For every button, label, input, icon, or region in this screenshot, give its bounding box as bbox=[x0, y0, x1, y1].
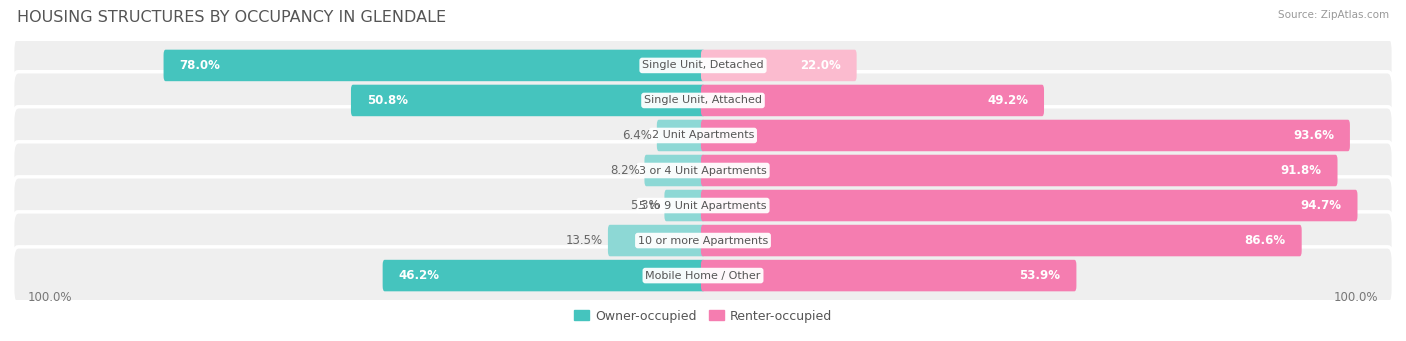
Text: 10 or more Apartments: 10 or more Apartments bbox=[638, 236, 768, 246]
Text: 100.0%: 100.0% bbox=[28, 291, 72, 304]
FancyBboxPatch shape bbox=[702, 155, 1337, 186]
FancyBboxPatch shape bbox=[13, 177, 1393, 234]
Legend: Owner-occupied, Renter-occupied: Owner-occupied, Renter-occupied bbox=[568, 305, 838, 327]
Text: 100.0%: 100.0% bbox=[1334, 291, 1378, 304]
FancyBboxPatch shape bbox=[13, 72, 1393, 129]
FancyBboxPatch shape bbox=[702, 260, 1077, 291]
FancyBboxPatch shape bbox=[702, 225, 1302, 256]
Text: 91.8%: 91.8% bbox=[1281, 164, 1322, 177]
FancyBboxPatch shape bbox=[702, 120, 1350, 151]
FancyBboxPatch shape bbox=[657, 120, 704, 151]
FancyBboxPatch shape bbox=[702, 190, 1358, 221]
Text: Single Unit, Detached: Single Unit, Detached bbox=[643, 60, 763, 71]
FancyBboxPatch shape bbox=[702, 85, 1045, 116]
Text: 49.2%: 49.2% bbox=[987, 94, 1028, 107]
FancyBboxPatch shape bbox=[644, 155, 704, 186]
Text: 5.3%: 5.3% bbox=[630, 199, 659, 212]
FancyBboxPatch shape bbox=[13, 37, 1393, 94]
Text: 93.6%: 93.6% bbox=[1294, 129, 1334, 142]
Text: 46.2%: 46.2% bbox=[398, 269, 440, 282]
FancyBboxPatch shape bbox=[665, 190, 704, 221]
FancyBboxPatch shape bbox=[13, 212, 1393, 269]
FancyBboxPatch shape bbox=[13, 142, 1393, 199]
FancyBboxPatch shape bbox=[13, 247, 1393, 304]
Text: 78.0%: 78.0% bbox=[180, 59, 221, 72]
FancyBboxPatch shape bbox=[607, 225, 704, 256]
Text: 6.4%: 6.4% bbox=[621, 129, 652, 142]
Text: 5 to 9 Unit Apartments: 5 to 9 Unit Apartments bbox=[640, 201, 766, 210]
Text: 2 Unit Apartments: 2 Unit Apartments bbox=[652, 131, 754, 140]
Text: Source: ZipAtlas.com: Source: ZipAtlas.com bbox=[1278, 10, 1389, 20]
FancyBboxPatch shape bbox=[702, 50, 856, 81]
Text: 22.0%: 22.0% bbox=[800, 59, 841, 72]
FancyBboxPatch shape bbox=[163, 50, 704, 81]
Text: Mobile Home / Other: Mobile Home / Other bbox=[645, 270, 761, 281]
Text: 86.6%: 86.6% bbox=[1244, 234, 1286, 247]
Text: 53.9%: 53.9% bbox=[1019, 269, 1060, 282]
Text: 8.2%: 8.2% bbox=[610, 164, 640, 177]
Text: HOUSING STRUCTURES BY OCCUPANCY IN GLENDALE: HOUSING STRUCTURES BY OCCUPANCY IN GLEND… bbox=[17, 10, 446, 25]
FancyBboxPatch shape bbox=[13, 107, 1393, 164]
Text: 50.8%: 50.8% bbox=[367, 94, 408, 107]
Text: 3 or 4 Unit Apartments: 3 or 4 Unit Apartments bbox=[640, 165, 766, 176]
Text: 94.7%: 94.7% bbox=[1301, 199, 1341, 212]
FancyBboxPatch shape bbox=[382, 260, 704, 291]
Text: Single Unit, Attached: Single Unit, Attached bbox=[644, 95, 762, 105]
Text: 13.5%: 13.5% bbox=[567, 234, 603, 247]
FancyBboxPatch shape bbox=[352, 85, 704, 116]
